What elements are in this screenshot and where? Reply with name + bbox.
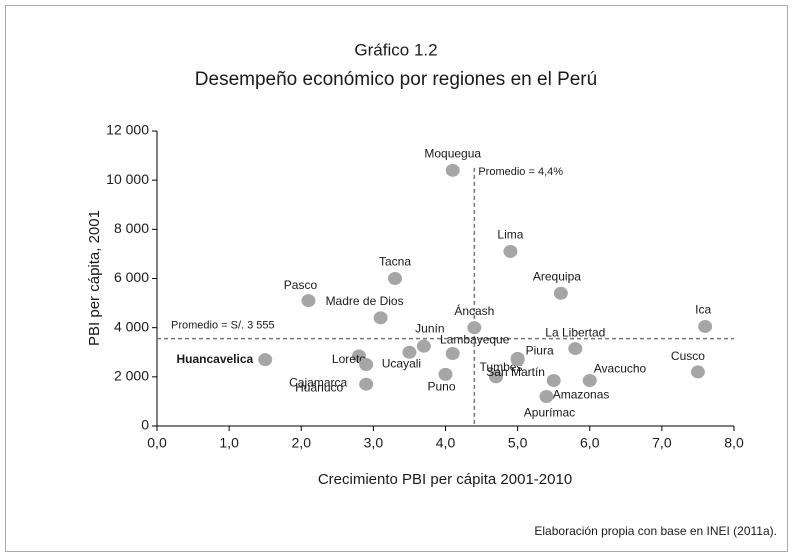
point — [582, 374, 597, 388]
point — [698, 319, 713, 333]
point — [503, 244, 518, 258]
point-label: Huánuco — [295, 380, 343, 394]
point-label: Ica — [695, 303, 711, 317]
point-label: Pasco — [284, 278, 318, 292]
x-reference-label: Promedio = 4,4% — [478, 166, 563, 178]
source-note: Elaboración propia con base en INEI (201… — [534, 524, 777, 538]
point-label: Cusco — [671, 349, 705, 363]
point — [445, 163, 460, 177]
point-label: Huancavelica — [176, 352, 253, 366]
point-label: Amazonas — [553, 388, 610, 402]
point-label: Puno — [427, 380, 455, 394]
y-tick-label: 4 000 — [114, 318, 149, 334]
point — [359, 358, 374, 372]
point — [359, 377, 374, 391]
point-label: San Martín — [486, 365, 545, 379]
point — [546, 374, 561, 388]
y-tick-label: 10 000 — [106, 171, 149, 187]
y-axis-label: PBI per cápita, 2001 — [86, 210, 103, 346]
y-tick-label: 12 000 — [106, 122, 149, 138]
chart-title: Gráfico 1.2 — [354, 40, 437, 59]
point — [438, 367, 453, 381]
y-tick-label: 0 — [141, 417, 149, 433]
x-tick-label: 6,0 — [580, 435, 600, 451]
x-tick-label: 1,0 — [219, 435, 239, 451]
point — [488, 370, 503, 384]
y-tick-label: 2 000 — [114, 368, 149, 384]
x-tick-label: 3,0 — [364, 435, 384, 451]
point-label: Ucayali — [382, 356, 421, 370]
point-label: Moquegua — [424, 147, 481, 161]
point — [416, 339, 431, 353]
point-label: Lima — [497, 228, 523, 242]
point — [467, 321, 482, 335]
point — [301, 294, 316, 308]
point-label: Loreto — [332, 352, 366, 366]
y-reference-label: Promedio = S/. 3 555 — [171, 320, 275, 332]
y-tick-label: 6 000 — [114, 269, 149, 285]
x-axis-label: Crecimiento PBI per cápita 2001-2010 — [318, 471, 572, 488]
point — [388, 272, 403, 285]
point — [510, 353, 525, 367]
x-tick-label: 5,0 — [508, 435, 528, 451]
point-label: La Libertad — [545, 326, 605, 340]
point-label: Apurímac — [524, 406, 575, 420]
point — [445, 346, 460, 360]
point — [553, 286, 568, 300]
x-tick-label: 8,0 — [724, 435, 744, 451]
point-label: Piura — [526, 344, 554, 358]
point-label: Junín — [415, 321, 444, 335]
chart-subtitle: Desempeño económico por regiones en el P… — [195, 69, 597, 90]
point-label: Arequipa — [533, 269, 581, 283]
x-tick-label: 2,0 — [292, 435, 312, 451]
point-label: Tumbes — [480, 360, 523, 374]
point — [568, 342, 583, 356]
point — [690, 365, 705, 379]
point-label: Madre de Dios — [326, 294, 404, 308]
x-tick-label: 4,0 — [436, 435, 456, 451]
point-label: Áncash — [454, 303, 494, 318]
x-tick-label: 7,0 — [652, 435, 672, 451]
y-tick-label: 8 000 — [114, 220, 149, 236]
point — [402, 345, 417, 359]
point — [373, 311, 388, 325]
point — [539, 390, 554, 403]
point-label: Lambayeque — [440, 333, 510, 347]
point — [258, 353, 273, 367]
point-label: Avacucho — [594, 362, 647, 376]
x-tick-label: 0,0 — [147, 435, 167, 451]
point-label: Tacna — [379, 255, 411, 269]
point-label: Cajamarca — [289, 376, 347, 390]
